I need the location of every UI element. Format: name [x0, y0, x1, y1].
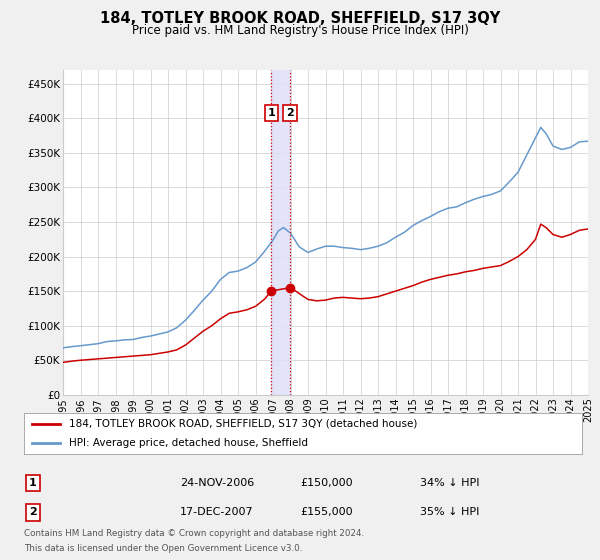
Text: 184, TOTLEY BROOK ROAD, SHEFFIELD, S17 3QY (detached house): 184, TOTLEY BROOK ROAD, SHEFFIELD, S17 3…: [68, 419, 417, 429]
Text: £150,000: £150,000: [300, 478, 353, 488]
Text: 34% ↓ HPI: 34% ↓ HPI: [420, 478, 479, 488]
Text: £155,000: £155,000: [300, 507, 353, 517]
Text: 1: 1: [29, 478, 37, 488]
Text: 17-DEC-2007: 17-DEC-2007: [180, 507, 254, 517]
Text: Price paid vs. HM Land Registry's House Price Index (HPI): Price paid vs. HM Land Registry's House …: [131, 24, 469, 36]
Text: 184, TOTLEY BROOK ROAD, SHEFFIELD, S17 3QY: 184, TOTLEY BROOK ROAD, SHEFFIELD, S17 3…: [100, 11, 500, 26]
Text: This data is licensed under the Open Government Licence v3.0.: This data is licensed under the Open Gov…: [24, 544, 302, 553]
Text: 35% ↓ HPI: 35% ↓ HPI: [420, 507, 479, 517]
Text: Contains HM Land Registry data © Crown copyright and database right 2024.: Contains HM Land Registry data © Crown c…: [24, 529, 364, 538]
Text: 24-NOV-2006: 24-NOV-2006: [180, 478, 254, 488]
Text: 2: 2: [286, 108, 294, 118]
Text: 2: 2: [29, 507, 37, 517]
Text: 1: 1: [268, 108, 275, 118]
Text: HPI: Average price, detached house, Sheffield: HPI: Average price, detached house, Shef…: [68, 437, 308, 447]
Bar: [271, 70, 290, 395]
